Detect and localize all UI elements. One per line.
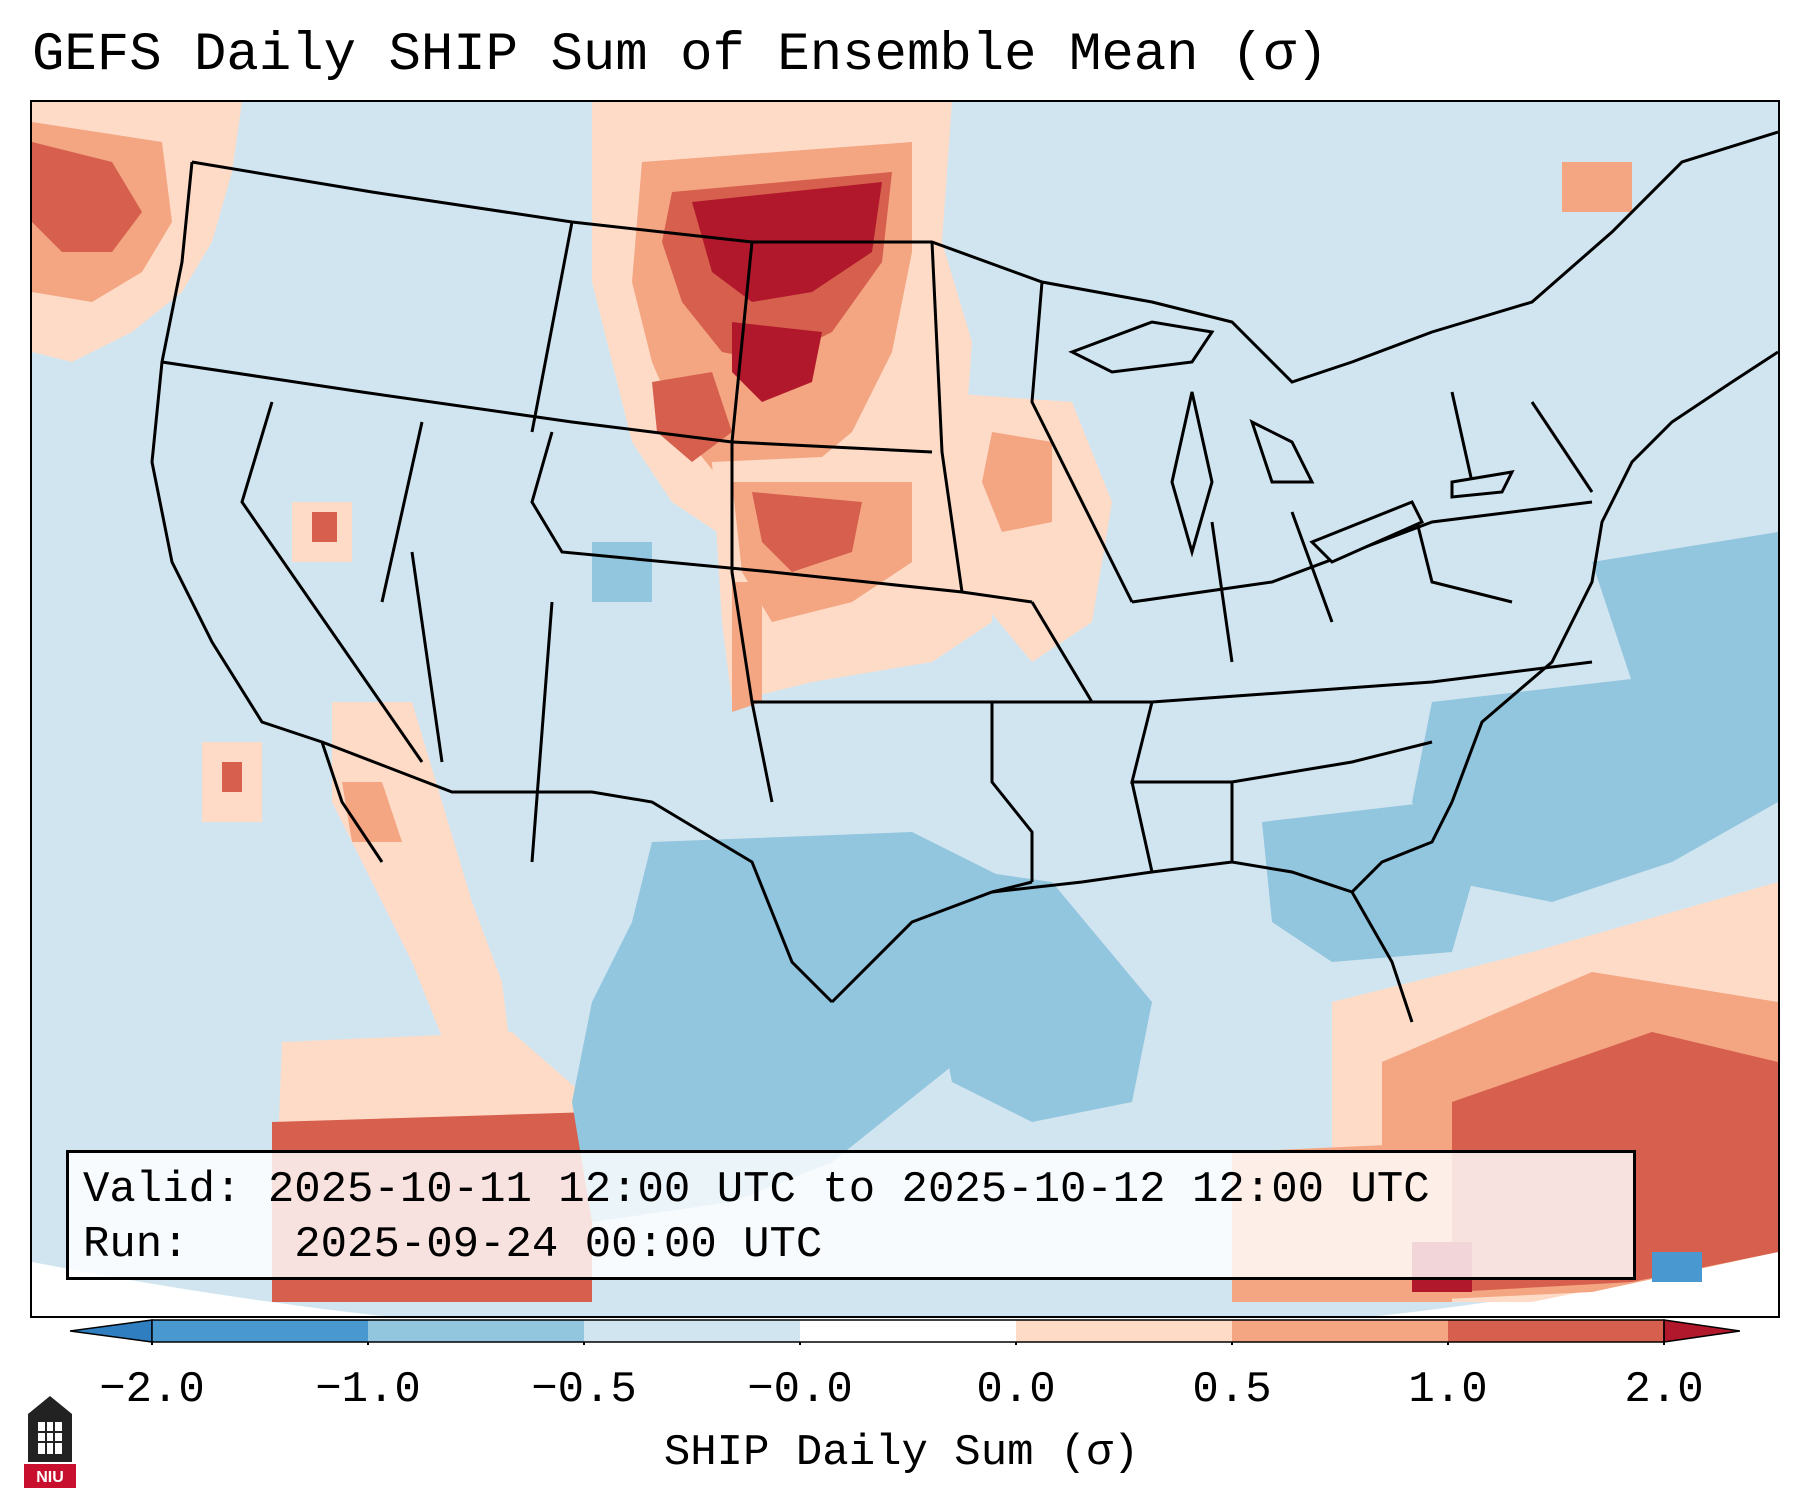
run-row: Run: 2025-09-24 00:00 UTC: [83, 1218, 1633, 1273]
colorbar-segment-1: [152, 1320, 368, 1342]
valid-row: Valid: 2025-10-11 12:00 UTC to 2025-10-1…: [83, 1163, 1633, 1218]
colorbar-tick-4: 0.0: [976, 1365, 1056, 1415]
colorbar-segment-2: [368, 1320, 584, 1342]
colorbar-segment-6: [1232, 1320, 1448, 1342]
colorbar-segment-5: [1016, 1320, 1232, 1342]
great-lakes: [1068, 320, 1515, 564]
colorbar-tick-3: −0.0: [747, 1365, 853, 1415]
colorbar-extend-high: [1663, 1319, 1740, 1343]
colorbar-extend-low: [70, 1319, 153, 1343]
state-boundaries: [150, 130, 1778, 1023]
colorbar-tick-6: 1.0: [1408, 1365, 1488, 1415]
colorbar-tick-0: −2.0: [99, 1365, 205, 1415]
colorbar-tick-7: 2.0: [1624, 1365, 1704, 1415]
run-label: Run:: [83, 1220, 189, 1270]
colorbar-tick-2: −0.5: [531, 1365, 637, 1415]
colorbar-label: SHIP Daily Sum (σ): [663, 1428, 1140, 1478]
anomaly-map: [32, 102, 1778, 1316]
colorbar-segment-3: [584, 1320, 800, 1342]
colorbar-tick-marks: [151, 1342, 1665, 1345]
colorbar-outline: [151, 1319, 1665, 1343]
map-title: GEFS Daily SHIP Sum of Ensemble Mean (σ): [32, 25, 1329, 86]
colorbar-segment-7: [1448, 1320, 1664, 1342]
run-value: 2025-09-24 00:00 UTC: [294, 1220, 823, 1270]
niu-logo-text: NIU: [36, 1469, 64, 1486]
colorbar-tick-5: 0.5: [1192, 1365, 1272, 1415]
valid-value: 2025-10-11 12:00 UTC to 2025-10-12 12:00…: [267, 1165, 1430, 1215]
valid-run-info-box: Valid: 2025-10-11 12:00 UTC to 2025-10-1…: [66, 1150, 1636, 1280]
colorbar: [70, 1319, 1740, 1345]
niu-logo: NIU: [24, 1396, 76, 1488]
colorbar-tick-1: −1.0: [315, 1365, 421, 1415]
map-panel[interactable]: [30, 100, 1780, 1318]
colorbar-segment-4: [800, 1320, 1016, 1342]
valid-label: Valid:: [83, 1165, 242, 1215]
